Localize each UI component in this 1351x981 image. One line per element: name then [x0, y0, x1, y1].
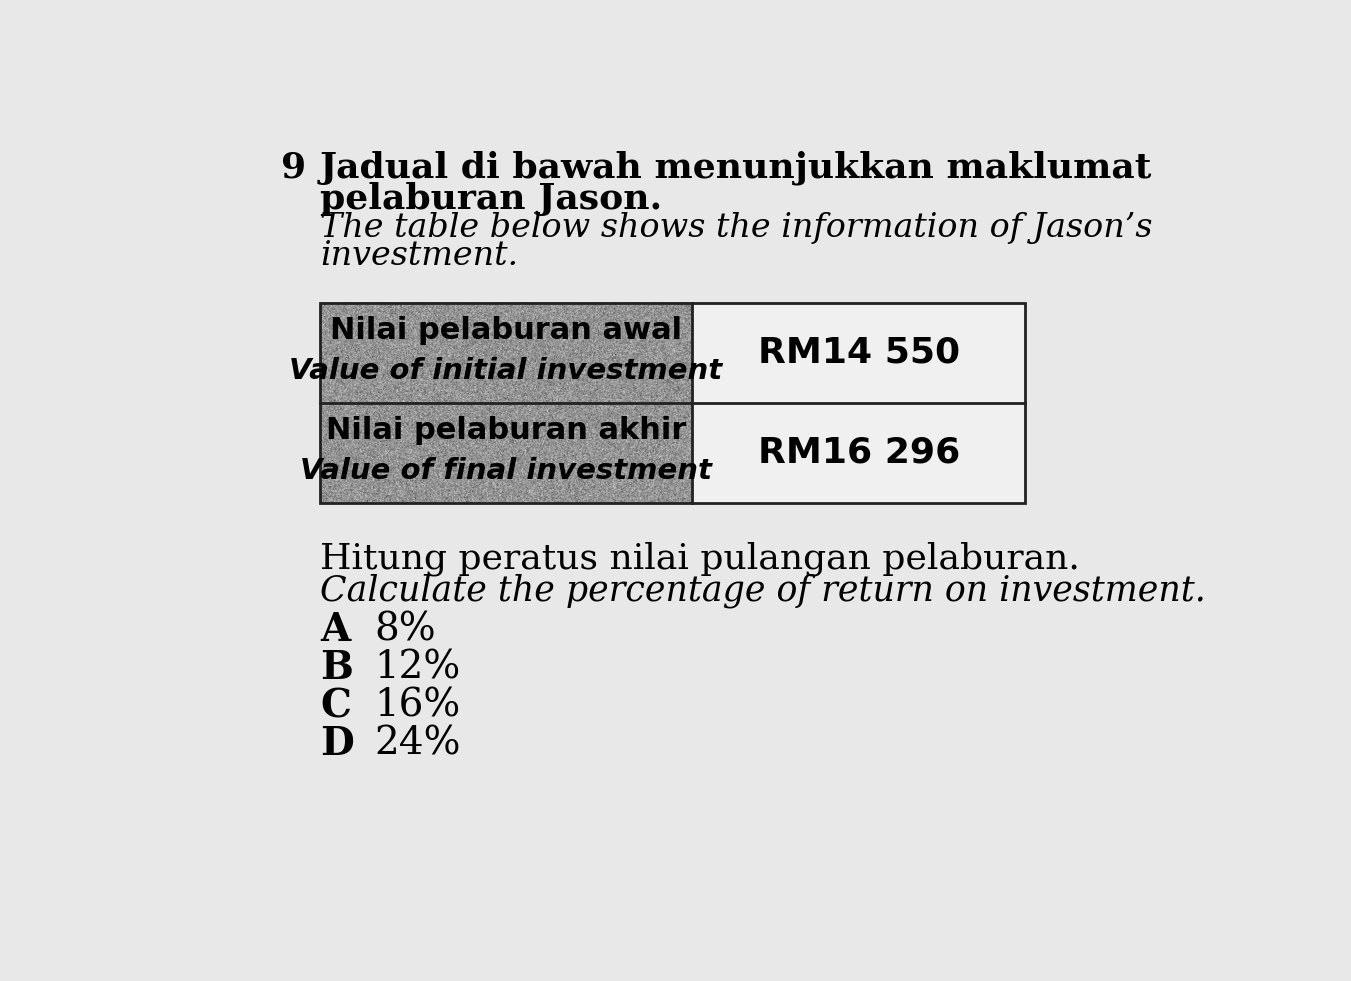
Text: Nilai pelaburan akhir: Nilai pelaburan akhir [326, 416, 686, 445]
Text: Hitung peratus nilai pulangan pelaburan.: Hitung peratus nilai pulangan pelaburan. [320, 542, 1079, 576]
Text: D: D [320, 725, 354, 763]
Text: A: A [320, 611, 350, 649]
Text: Nilai pelaburan awal: Nilai pelaburan awal [330, 316, 682, 345]
Text: RM14 550: RM14 550 [758, 336, 959, 370]
Bar [692, 302, 1025, 402]
Text: 24%: 24% [374, 725, 461, 762]
Text: Calculate the percentage of return on investment.: Calculate the percentage of return on in… [320, 573, 1205, 608]
Text: investment.: investment. [320, 240, 519, 272]
Text: The table below shows the information of Jason’s: The table below shows the information of… [320, 212, 1152, 244]
Bar [320, 302, 1025, 502]
Text: 9: 9 [281, 150, 307, 184]
Text: 8%: 8% [374, 611, 436, 648]
Text: Jadual di bawah menunjukkan maklumat: Jadual di bawah menunjukkan maklumat [320, 150, 1152, 184]
Bar [692, 402, 1025, 502]
Text: 16%: 16% [374, 688, 461, 724]
Text: pelaburan Jason.: pelaburan Jason. [320, 182, 662, 216]
Text: Value of final investment: Value of final investment [300, 457, 712, 485]
Text: 12%: 12% [374, 649, 461, 687]
Text: C: C [320, 688, 351, 725]
Text: Value of initial investment: Value of initial investment [289, 356, 723, 385]
Text: B: B [320, 649, 353, 688]
Text: RM16 296: RM16 296 [758, 436, 959, 470]
